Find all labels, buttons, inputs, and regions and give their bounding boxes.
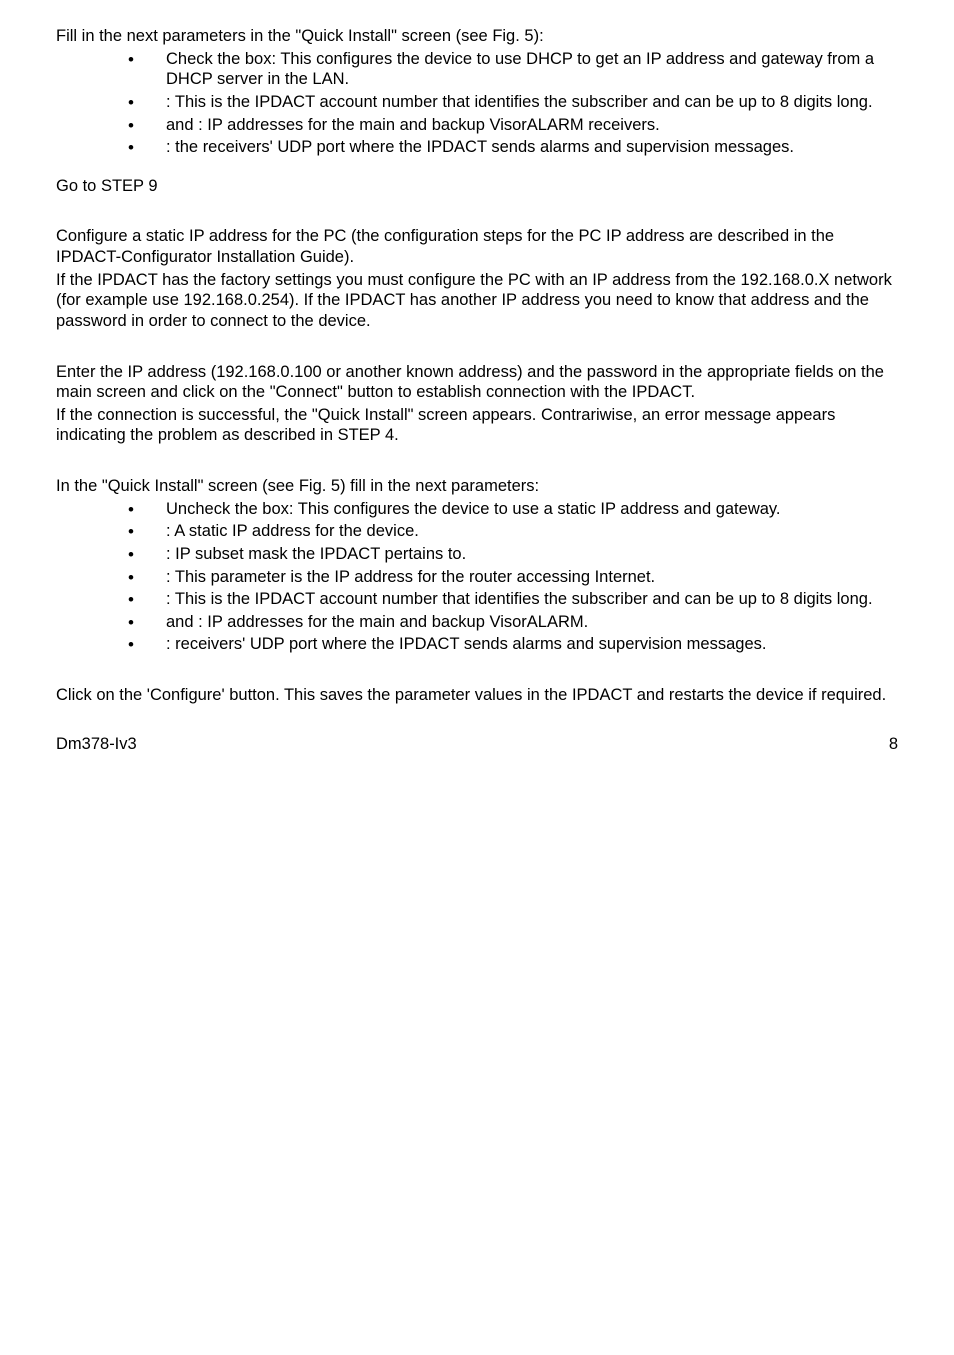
- s7-p1: Enter the IP address (192.168.0.100 or a…: [56, 362, 898, 403]
- footer-left: Dm378-Iv3: [56, 734, 137, 755]
- s6-p2: If the IPDACT has the factory settings y…: [56, 270, 898, 332]
- goto-step9: Go to STEP 9: [56, 176, 898, 197]
- list-item: : A static IP address for the device.: [128, 521, 898, 542]
- s5-bullet-list: Check the box: This configures the devic…: [56, 49, 898, 158]
- list-item: : This is the IPDACT account number that…: [128, 589, 898, 610]
- s6-p1: Configure a static IP address for the PC…: [56, 226, 898, 267]
- list-item: Check the box: This configures the devic…: [128, 49, 898, 90]
- list-item: and : IP addresses for the main and back…: [128, 115, 898, 136]
- s9-p1: Click on the 'Configure' button. This sa…: [56, 685, 898, 706]
- list-item: Uncheck the box: This configures the dev…: [128, 499, 898, 520]
- s8-intro: In the "Quick Install" screen (see Fig. …: [56, 476, 898, 497]
- list-item: : the receivers' UDP port where the IPDA…: [128, 137, 898, 158]
- list-item: : This parameter is the IP address for t…: [128, 567, 898, 588]
- footer-page: 8: [889, 734, 898, 755]
- list-item: : receivers' UDP port where the IPDACT s…: [128, 634, 898, 655]
- s7-p2: If the connection is successful, the "Qu…: [56, 405, 898, 446]
- s5-intro: Fill in the next parameters in the "Quic…: [56, 26, 898, 47]
- list-item: : IP subset mask the IPDACT pertains to.: [128, 544, 898, 565]
- list-item: : This is the IPDACT account number that…: [128, 92, 898, 113]
- list-item: and : IP addresses for the main and back…: [128, 612, 898, 633]
- s8-bullet-list: Uncheck the box: This configures the dev…: [56, 499, 898, 655]
